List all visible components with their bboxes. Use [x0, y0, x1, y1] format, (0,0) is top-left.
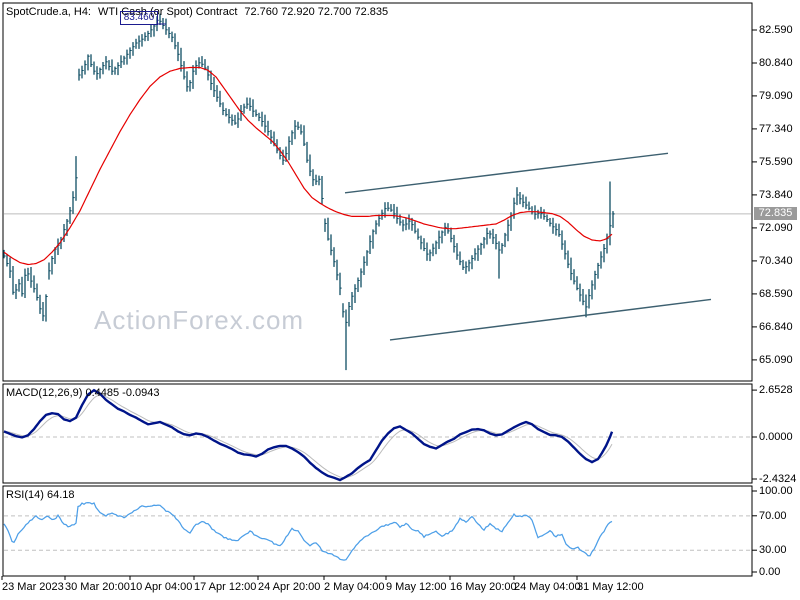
- rsi-panel-border: [2, 485, 753, 577]
- price-panel-border: [2, 2, 753, 382]
- time-axis-label: 23 Mar 2023: [2, 581, 64, 593]
- time-axis-label: 10 Apr 04:00: [130, 581, 193, 593]
- actionforex-watermark: ActionForex.com: [94, 305, 305, 335]
- rsi-indicator-label: RSI(14) 64.18: [6, 489, 75, 501]
- rsi-axis-label: 30.00: [759, 544, 787, 556]
- time-axis-label: 16 May 20:00: [450, 581, 517, 593]
- chart-title: SpotCrude.a, H4: WTI Cash (or Spot) Contr…: [6, 6, 395, 18]
- time-axis-label: 24 Apr 20:00: [258, 581, 321, 593]
- price-axis-label: 65.090: [759, 354, 793, 366]
- price-axis-label: 70.340: [759, 255, 793, 267]
- time-axis-label: 17 Apr 12:00: [194, 581, 257, 593]
- price-axis-label: 79.090: [759, 90, 793, 102]
- channel-support-line[interactable]: [389, 298, 712, 341]
- rsi-axis-label: 70.00: [759, 510, 787, 522]
- price-axis-label: 66.840: [759, 321, 793, 333]
- ohlc-values-label: 72.760 72.920 72.700 72.835: [244, 6, 389, 18]
- rsi-axis-label: 0.00: [759, 566, 781, 578]
- current-price-tag: 72.835: [754, 207, 797, 220]
- time-axis-label: 24 May 04:00: [514, 581, 581, 593]
- price-axis-label: 82.590: [759, 24, 793, 36]
- macd-panel-border: [2, 383, 753, 484]
- macd-indicator-label: MACD(12,26,9) 0.4485 -0.0943: [6, 387, 160, 399]
- time-axis-label: 30 Mar 20:00: [65, 581, 130, 593]
- candle-bars: [3, 13, 615, 371]
- time-axis-label: 9 May 12:00: [386, 581, 447, 593]
- macd-axis-label: -2.4324: [759, 473, 797, 485]
- channel-resistance-line[interactable]: [344, 152, 669, 194]
- price-axis-label: 72.090: [759, 222, 793, 234]
- price-axis-label: 68.590: [759, 288, 793, 300]
- price-axis-label: 75.590: [759, 156, 793, 168]
- instrument-label: WTI Cash (or Spot) Contract: [98, 6, 238, 18]
- macd-axis-label: 2.6528: [759, 384, 793, 396]
- time-axis-label: 2 May 04:00: [324, 581, 385, 593]
- price-axis-label: 80.840: [759, 57, 793, 69]
- macd-main-line: [3, 388, 614, 482]
- time-axis-label: 31 May 12:00: [577, 581, 644, 593]
- moving-average-line: [3, 66, 613, 266]
- rsi-line: [3, 501, 613, 561]
- price-axis-label: 77.340: [759, 123, 793, 135]
- rsi-axis-label: 100.00: [759, 485, 793, 497]
- symbol-timeframe-label: SpotCrude.a, H4:: [6, 6, 91, 18]
- macd-signal-line: [3, 394, 613, 479]
- macd-axis-label: 0.0000: [759, 431, 793, 443]
- high-price-annotation[interactable]: 83.460: [120, 11, 158, 25]
- price-axis-label: 73.840: [759, 189, 793, 201]
